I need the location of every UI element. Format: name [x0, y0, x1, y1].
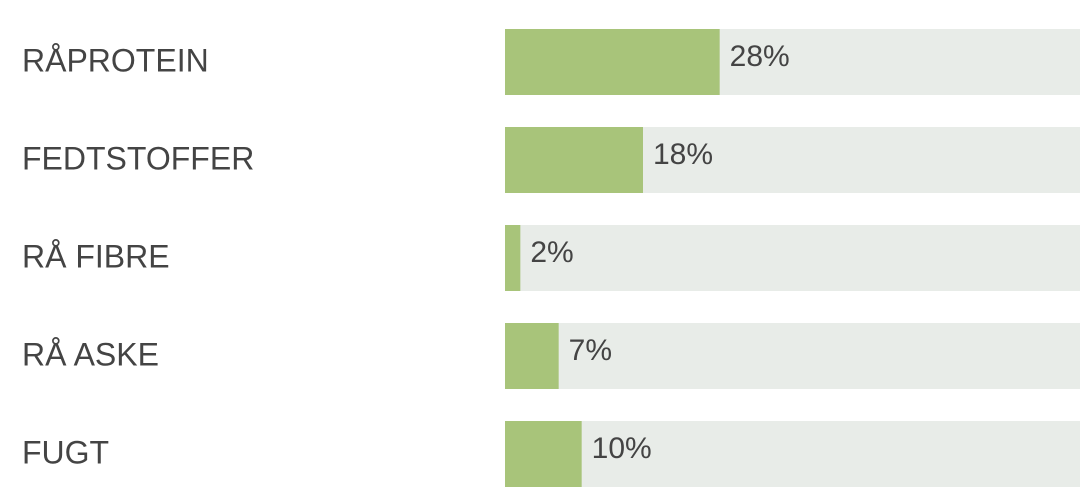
value-label: 2%: [530, 236, 573, 269]
category-label: FUGT: [22, 434, 109, 470]
category-label: FEDTSTOFFER: [22, 140, 254, 176]
bar-track: [505, 323, 1080, 389]
bar: [505, 323, 559, 389]
bar-track: [505, 421, 1080, 487]
value-label: 7%: [569, 334, 612, 367]
value-label: 10%: [592, 432, 652, 465]
bar-track: [505, 225, 1080, 291]
category-label: RÅ ASKE: [22, 336, 159, 372]
category-label: RÅPROTEIN: [22, 42, 209, 78]
bar: [505, 225, 521, 291]
value-label: 28%: [730, 40, 790, 73]
value-label: 18%: [653, 138, 713, 171]
category-label: RÅ FIBRE: [22, 238, 170, 274]
bar: [505, 421, 582, 487]
bar: [505, 127, 643, 193]
bar: [505, 29, 720, 95]
